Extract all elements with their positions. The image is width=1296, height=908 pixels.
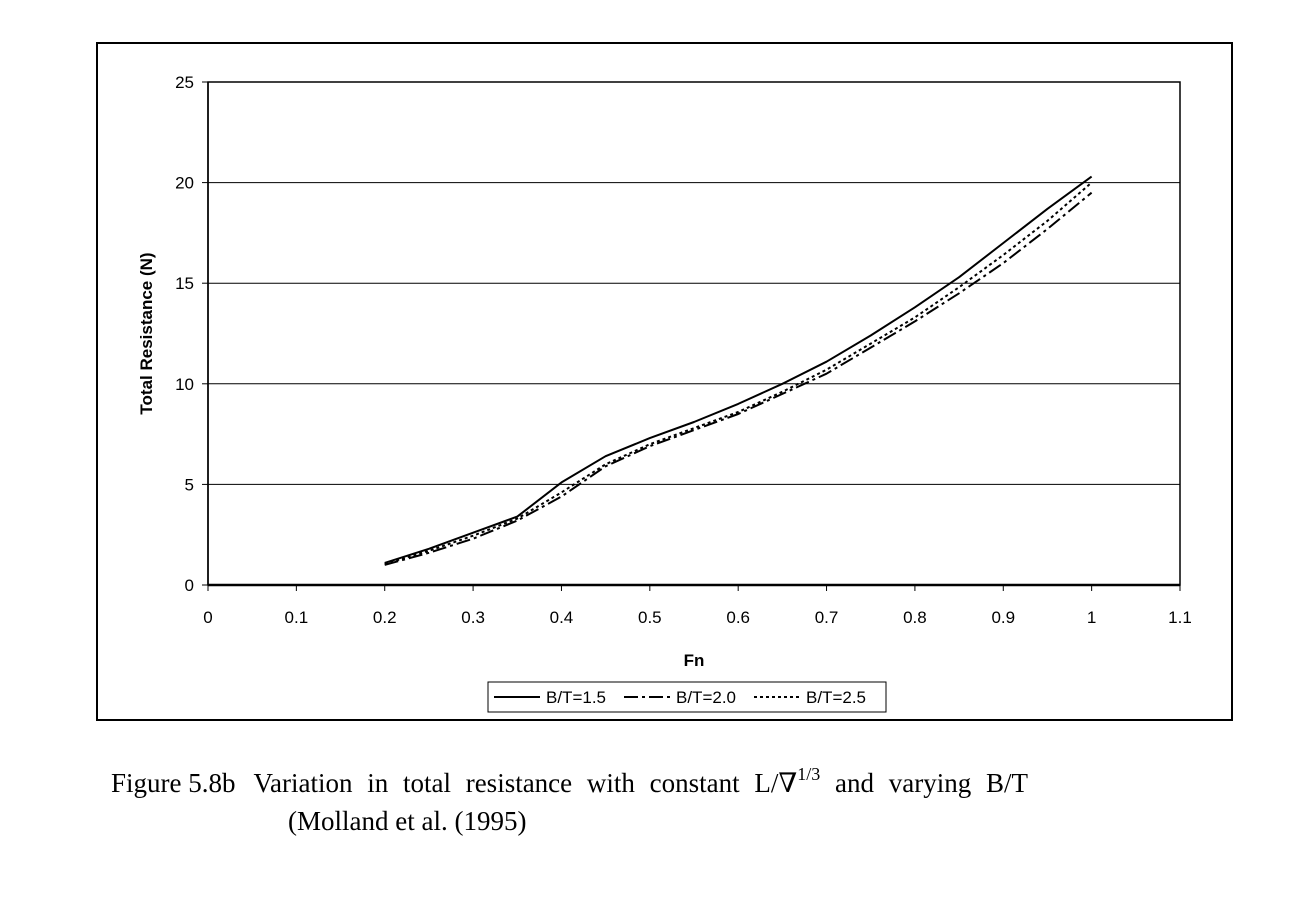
y-tick-label: 0 bbox=[185, 576, 194, 595]
x-tick-label: 1.1 bbox=[1168, 608, 1192, 627]
caption-citation: (Molland et al. (1995) bbox=[288, 806, 527, 836]
x-tick-label: 0.9 bbox=[991, 608, 1015, 627]
legend-label-2: B/T=2.0 bbox=[676, 688, 736, 707]
series-line-3 bbox=[384, 181, 1093, 565]
legend-box bbox=[487, 681, 887, 713]
line-chart: 0 5 10 15 20 25 0 0.1 0.2 0.3 0.4 0.5 0.6 0.7 0.8 0.9 1 1… bbox=[137, 73, 1192, 713]
x-tick-label: 0.6 bbox=[726, 608, 750, 627]
x-tick-label: 0.8 bbox=[903, 608, 927, 627]
x-tick-label: 0.2 bbox=[373, 608, 397, 627]
y-axis-title: Total Resistance (N) bbox=[137, 252, 156, 414]
series-line-1 bbox=[384, 175, 1093, 564]
legend-label-3: B/T=2.5 bbox=[806, 688, 866, 707]
plot-area-border bbox=[207, 81, 1181, 586]
x-tick-label: 0 bbox=[203, 608, 212, 627]
x-axis-title: Fn bbox=[684, 651, 705, 670]
legend-label-1: B/T=1.5 bbox=[546, 688, 606, 707]
x-tick-label: 1 bbox=[1087, 608, 1096, 627]
series-line-2 bbox=[384, 191, 1093, 566]
chart-frame: 0 5 10 15 20 25 0 0.1 0.2 0.3 0.4 0.5 0.6 0.7 0.8 0.9 1 1… bbox=[96, 42, 1233, 721]
caption-superscript: 1/3 bbox=[797, 764, 821, 784]
y-tick-label: 20 bbox=[175, 174, 194, 193]
y-tick-label: 15 bbox=[175, 274, 194, 293]
x-tick-label: 0.3 bbox=[461, 608, 485, 627]
x-tick-label: 0.1 bbox=[285, 608, 309, 627]
figure-label: Figure 5.8b bbox=[111, 768, 236, 798]
x-tick-label: 0.7 bbox=[815, 608, 839, 627]
caption-text: Variation in total resistance with const… bbox=[253, 768, 798, 798]
figure-caption: Figure 5.8b Variation in total resistance… bbox=[111, 764, 1028, 799]
caption-text-end: and varying B/T bbox=[820, 768, 1028, 798]
y-tick-label: 5 bbox=[185, 475, 194, 494]
y-tick-label: 25 bbox=[175, 73, 194, 92]
x-tick-label: 0.4 bbox=[550, 608, 574, 627]
x-tick-label: 0.5 bbox=[638, 608, 662, 627]
y-tick-label: 10 bbox=[175, 375, 194, 394]
